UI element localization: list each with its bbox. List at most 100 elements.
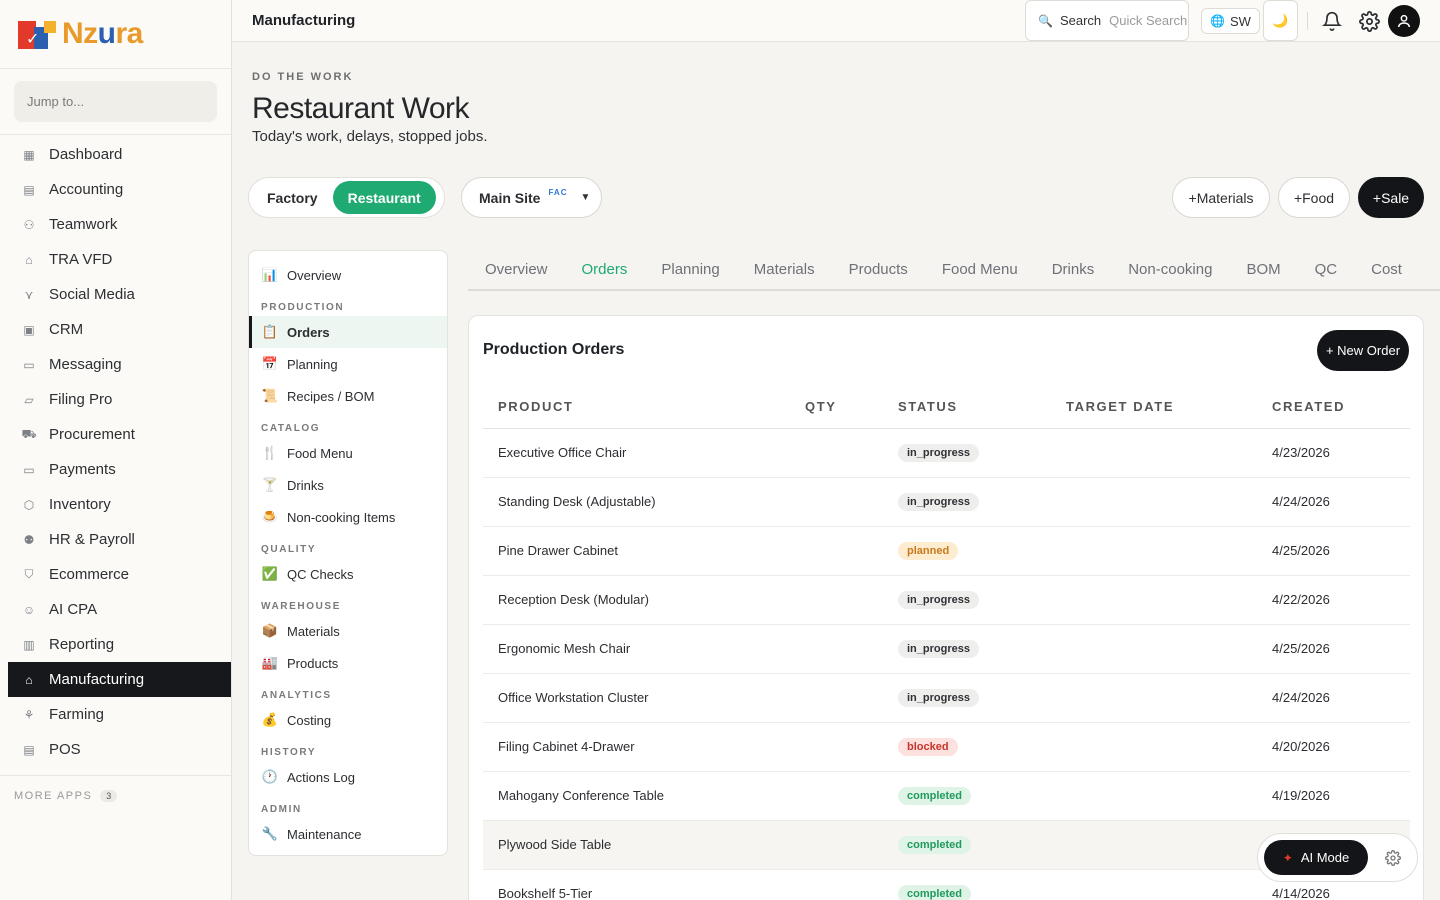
tab-food-menu[interactable]: Food Menu [941,261,1018,278]
brand-logo[interactable]: ✓ Nzura [0,0,231,69]
subnav-emoji-icon: 🍴 [261,445,279,460]
qty-cell [790,869,883,900]
tab-cost[interactable]: Cost [1371,261,1402,278]
table-row[interactable]: Executive Office Chair in_progress 4/23/20… [483,428,1410,478]
subnav-item-non-cooking-items[interactable]: 🍮 Non-cooking Items [249,501,447,533]
subnav-item-materials[interactable]: 📦 Materials [249,615,447,647]
jump-to-input[interactable] [14,81,217,122]
tab-materials[interactable]: Materials [753,261,815,278]
mode-factory-button[interactable]: Factory [252,181,333,214]
subnav-item-orders[interactable]: 📋 Orders [249,316,447,348]
col-product[interactable]: PRODUCT [483,386,790,429]
col-target-date[interactable]: TARGET DATE [1051,386,1257,429]
sidebar-item-dashboard[interactable]: ▦ Dashboard [0,137,231,172]
table-row[interactable]: Office Workstation Cluster in_progress 4/2… [483,673,1410,723]
tab-orders[interactable]: Orders [581,261,628,278]
sidebar-item-ecommerce[interactable]: ⛉ Ecommerce [0,557,231,592]
sidebar-item-messaging[interactable]: ▭ Messaging [0,347,231,382]
sidebar-item-label: Inventory [49,496,111,513]
sidebar-item-crm[interactable]: ▣ CRM [0,312,231,347]
subnav-item-recipes-bom[interactable]: 📜 Recipes / BOM [249,380,447,412]
subnav-item-label: Non-cooking Items [287,509,396,525]
subnav-emoji-icon: 💰 [261,712,279,727]
col-created[interactable]: CREATED [1257,386,1410,429]
tab-planning[interactable]: Planning [661,261,720,278]
language-button[interactable]: 🌐 SW [1201,8,1260,34]
sidebar: ✓ Nzura ▦ Dashboard ▤ Accounting ⚇ Teamwork ⌂ T… [0,0,232,900]
subnav-item-products[interactable]: 🏭 Products [249,647,447,679]
ai-mode-button[interactable]: ✦ AI Mode [1264,840,1368,875]
more-apps[interactable]: MORE APPS 3 [0,776,231,816]
quick-search-button[interactable]: 🔍 Search Quick Search [1025,0,1189,41]
table-row[interactable]: Filing Cabinet 4-Drawer blocked 4/20/2026 [483,722,1410,772]
notifications-button[interactable] [1321,10,1343,32]
sidebar-item-filing-pro[interactable]: ▱ Filing Pro [0,382,231,417]
sidebar-item-pos[interactable]: ▤ POS [0,732,231,767]
table-row[interactable]: Bookshelf 5-Tier completed 4/14/2026 [483,869,1410,900]
sidebar-item-manufacturing[interactable]: ⌂ Manufacturing [8,662,231,697]
tab-products[interactable]: Products [848,261,908,278]
created-cell: 4/19/2026 [1257,771,1410,821]
sidebar-item-label: Messaging [49,356,122,373]
col-status[interactable]: STATUS [883,386,1051,429]
qty-cell [790,428,883,478]
sidebar-item-teamwork[interactable]: ⚇ Teamwork [0,207,231,242]
sidebar-item-reporting[interactable]: ▥ Reporting [0,627,231,662]
subnav-item-food-menu[interactable]: 🍴 Food Menu [249,437,447,469]
table-row[interactable]: Plywood Side Table completed [483,820,1410,870]
add-sale-button[interactable]: +Sale [1358,177,1424,218]
tab-drinks[interactable]: Drinks [1051,261,1095,278]
site-select[interactable]: Main Site FAC ▼ [461,177,602,218]
user-avatar-button[interactable] [1388,5,1420,37]
plant-icon: ⚘ [23,707,35,722]
tab-bom[interactable]: BOM [1246,261,1281,278]
logo-mark-icon: ✓ [18,19,58,49]
new-order-button[interactable]: + New Order [1317,330,1409,371]
target-date-cell [1051,477,1257,527]
subnav-item-qc-checks[interactable]: ✅ QC Checks [249,558,447,590]
col-qty[interactable]: QTY [790,386,883,429]
ai-settings-button[interactable] [1383,848,1403,868]
created-cell: 4/24/2026 [1257,673,1410,723]
sidebar-item-payments[interactable]: ▭ Payments [0,452,231,487]
bank-icon: ⌂ [25,252,33,267]
sidebar-item-ai-cpa[interactable]: ☺ AI CPA [0,592,231,627]
sidebar-item-procurement[interactable]: ⛟ Procurement [0,417,231,452]
table-row[interactable]: Mahogany Conference Table completed 4/19/2… [483,771,1410,821]
sidebar-item-hr-payroll[interactable]: ⚉ HR & Payroll [0,522,231,557]
sidebar-item-social-media[interactable]: ⋎ Social Media [0,277,231,312]
subnav-item-maintenance[interactable]: 🔧 Maintenance [249,818,447,850]
page-eyebrow: DO THE WORK [252,71,354,83]
subnav-item-drinks[interactable]: 🍸 Drinks [249,469,447,501]
orders-table: PRODUCT QTY STATUS TARGET DATE CREATED E… [483,386,1410,900]
subnav-item-label: Orders [287,324,330,340]
sidebar-item-tra-vfd[interactable]: ⌂ TRA VFD [0,242,231,277]
tab-qc[interactable]: QC [1314,261,1338,278]
status-cell: in_progress [883,428,1051,478]
settings-button[interactable] [1358,10,1380,32]
mode-restaurant-button[interactable]: Restaurant [332,181,436,214]
subnav-emoji-icon: 📋 [261,324,279,339]
tab-overview[interactable]: Overview [485,261,548,278]
table-row[interactable]: Pine Drawer Cabinet planned 4/25/2026 [483,526,1410,576]
sidebar-item-inventory[interactable]: ⬡ Inventory [0,487,231,522]
ledger-icon: ▤ [23,182,35,197]
product-cell: Pine Drawer Cabinet [483,526,790,576]
tab-non-cooking[interactable]: Non-cooking [1128,261,1213,278]
more-apps-count: 3 [100,790,118,802]
subnav-item-costing[interactable]: 💰 Costing [249,704,447,736]
product-cell: Filing Cabinet 4-Drawer [483,722,790,772]
sidebar-item-farming[interactable]: ⚘ Farming [0,697,231,732]
sidebar-item-accounting[interactable]: ▤ Accounting [0,172,231,207]
table-row[interactable]: Reception Desk (Modular) in_progress 4/22/… [483,575,1410,625]
add-materials-button[interactable]: +Materials [1172,177,1270,218]
table-row[interactable]: Standing Desk (Adjustable) in_progress 4/2… [483,477,1410,527]
subnav-item-planning[interactable]: 📅 Planning [249,348,447,380]
status-cell: in_progress [883,673,1051,723]
subnav-item-actions-log[interactable]: 🕐 Actions Log [249,761,447,793]
table-row[interactable]: Ergonomic Mesh Chair in_progress 4/25/2026 [483,624,1410,674]
subnav-item-overview[interactable]: 📊 Overview [249,259,447,291]
card-icon: ▭ [23,462,35,477]
add-food-button[interactable]: +Food [1278,177,1350,218]
theme-toggle-button[interactable]: 🌙 [1263,0,1298,41]
